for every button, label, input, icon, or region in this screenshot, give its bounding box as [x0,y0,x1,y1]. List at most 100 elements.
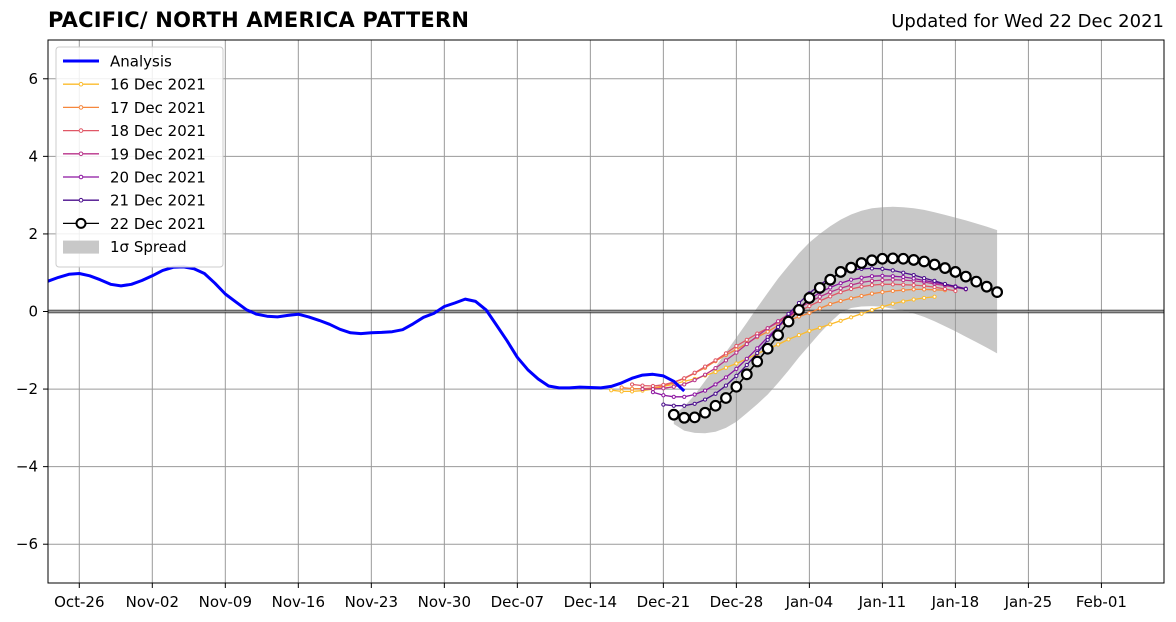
forecast-point [932,294,937,299]
x-tick-label: Nov-09 [199,593,252,611]
forecast-point [838,286,843,291]
forecast-point [876,252,889,265]
forecast-point [682,382,687,387]
forecast-point [702,388,708,393]
forecast-point [702,364,708,369]
forecast-point [880,277,885,283]
forecast-point [650,390,656,395]
forecast-point [723,365,729,370]
forecast-point [813,281,826,294]
forecast-point [932,278,937,283]
legend-entry: 17 Dec 2021 [63,99,206,117]
legend-label: 1σ Spread [110,238,187,256]
legend-marker [75,217,87,229]
forecast-point [744,341,749,347]
legend-entry: 18 Dec 2021 [63,122,206,140]
forecast-point [859,293,864,299]
y-tick-label: 4 [28,147,38,165]
forecast-point [828,290,833,295]
forecast-point [890,274,895,279]
forecast-point [817,294,822,299]
forecast-point [817,325,822,330]
forecast-point [942,286,948,292]
forecast-point [901,288,906,293]
forecast-point [671,384,676,389]
legend-marker [78,105,84,110]
forecast-point [699,406,711,419]
y-tick-label: 6 [28,70,38,88]
forecast-point [682,403,687,408]
forecast-point [859,311,864,316]
forecast-point [838,298,843,304]
forecast-point [922,295,927,301]
forecast-point [880,266,885,271]
forecast-point [953,284,958,289]
forecast-point [775,342,781,347]
forecast-point [609,388,614,393]
forecast-point [980,280,993,293]
forecast-point [682,376,687,381]
forecast-series [667,252,1004,424]
legend-label: 19 Dec 2021 [110,145,206,163]
forecast-point [661,386,666,391]
forecast-point [901,299,906,304]
legend-label: 18 Dec 2021 [110,122,206,140]
forecast-point [782,315,795,328]
forecast-point [922,276,927,281]
forecast-point [723,351,729,356]
forecast-point [751,355,764,368]
forecast-point [949,266,962,278]
forecast-point [859,275,864,280]
forecast-point [817,298,822,304]
legend-entry: 20 Dec 2021 [63,169,206,187]
forecast-point [755,346,760,351]
chart-title: PACIFIC/ NORTH AMERICA PATTERN [48,8,470,32]
axis-ticks: Oct-26 Nov-02 Nov-09 Nov-16 Nov-23 Nov-30 Dec-… [16,70,1127,611]
forecast-point [713,358,718,363]
y-tick-label: 0 [28,303,38,321]
forecast-point [880,290,885,295]
forecast-point [886,252,899,265]
x-tick-label: Dec-28 [710,593,764,611]
grid-lines [48,40,1164,583]
forecast-point [661,402,666,407]
legend-label: 16 Dec 2021 [110,76,206,94]
forecast-point [723,383,729,388]
forecast-point [692,378,697,383]
forecast-point [744,362,749,368]
x-tick-label: Feb-01 [1076,593,1127,611]
forecast-point [901,274,906,280]
legend-entry: 21 Dec 2021 [63,192,206,210]
forecast-point [692,370,697,375]
forecast-point [667,408,680,421]
forecast-point [901,282,906,287]
forecast-point [880,273,885,278]
forecast-point [671,403,676,408]
x-tick-label: Nov-30 [418,593,471,611]
legend-entry: Analysis [63,53,172,71]
forecast-point [730,380,743,393]
forecast-point [845,261,858,274]
legend-marker [78,174,84,180]
forecast-point [765,337,770,342]
forecast-point [849,315,854,320]
forecast-point [793,304,805,316]
x-tick-label: Dec-14 [564,593,618,611]
forecast-point [744,356,749,361]
forecast-point [765,326,770,331]
forecast-point [834,266,847,278]
forecast-point [866,254,878,267]
forecast-point [901,270,906,275]
x-tick-label: Oct-26 [54,593,104,611]
forecast-point [828,302,833,307]
forecast-point [629,382,635,387]
y-tick-label: −6 [16,535,38,553]
forecast-point [734,350,739,355]
analysis-line [47,265,686,393]
forecast-point [890,277,895,282]
forecast-point [911,287,916,292]
forecast-point [619,389,624,394]
forecast-point [619,385,624,390]
legend-entry: 16 Dec 2021 [63,76,206,94]
